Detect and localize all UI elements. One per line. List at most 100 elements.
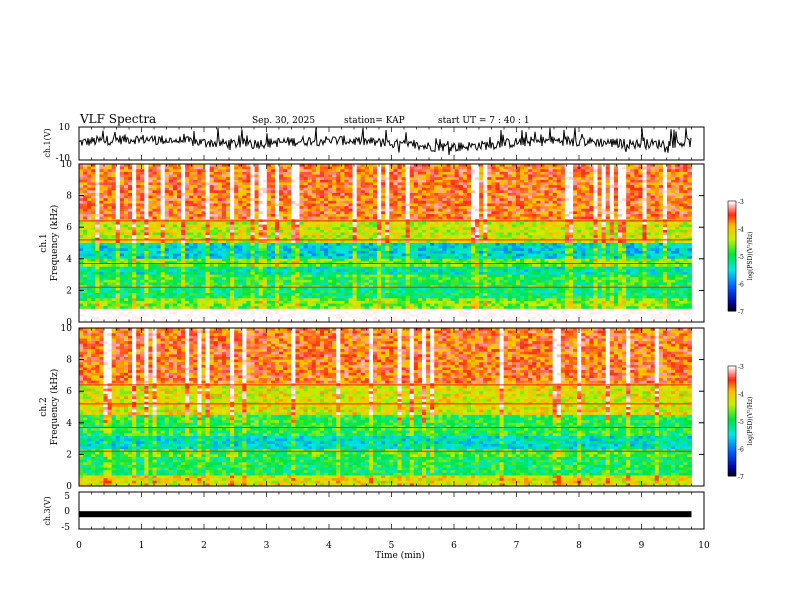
spectrogram-cell: [258, 300, 264, 304]
spectrogram-cell: [132, 258, 137, 262]
spectrogram-cell: [197, 274, 202, 278]
spectrogram-cell: [328, 243, 333, 247]
spectrogram-cell: [377, 266, 382, 270]
spectrogram-cell: [266, 314, 272, 318]
spectrogram-cell: [205, 271, 211, 275]
spectrogram-cell: [328, 166, 333, 170]
spectrogram-cell: [336, 235, 341, 239]
spectrogram-cell: [160, 211, 166, 215]
spectrogram-cell: [389, 298, 394, 302]
spectrogram-cell: [328, 216, 333, 220]
spectrogram-cell: [262, 182, 268, 186]
spectrogram-cell: [238, 164, 243, 168]
spectrogram-cell: [168, 174, 174, 178]
spectrogram-cell: [389, 269, 394, 273]
spectrogram-cell: [221, 319, 227, 323]
spectrogram-cell: [254, 314, 260, 318]
spectrogram-cell: [209, 269, 215, 273]
spectrogram-cell: [209, 216, 215, 220]
spectrogram-cell: [336, 221, 341, 225]
spectrogram-cell: [413, 245, 419, 249]
spectrogram-cell: [295, 211, 300, 215]
spectrogram-cell: [405, 319, 411, 323]
spectrogram-cell: [401, 179, 407, 183]
spectrogram-cell: [83, 216, 88, 220]
spectrogram-cell: [258, 203, 264, 207]
spectrogram-cell: [344, 240, 349, 244]
spectrogram-cell: [397, 285, 402, 289]
spectrogram-cell: [123, 232, 129, 236]
spectrogram-cell: [352, 192, 358, 196]
spectrogram-cell: [409, 258, 415, 262]
spectrogram-cell: [230, 306, 235, 310]
spectrogram-cell: [364, 293, 370, 297]
spectrogram-cell: [164, 303, 170, 307]
spectrogram-cell: [340, 164, 345, 168]
spectrogram-cell: [405, 214, 411, 218]
spectrogram-cell: [336, 177, 341, 181]
spectrogram-cell: [230, 190, 235, 194]
spectrogram-cell: [87, 295, 92, 299]
spectrogram-cell: [132, 227, 137, 231]
spectrogram-cell: [397, 221, 402, 225]
spectrogram-cell: [160, 311, 166, 315]
spectrogram-cell: [197, 232, 202, 236]
spectrogram-cell: [364, 221, 370, 225]
spectrogram-cell: [128, 298, 133, 302]
spectrogram-cell: [164, 171, 170, 175]
spectrogram-cell: [91, 295, 96, 299]
spectrogram-cell: [201, 214, 206, 218]
spectrogram-cell: [397, 179, 402, 183]
spectrogram-cell: [234, 177, 239, 181]
spectrogram-cell: [413, 314, 419, 318]
spectrogram-cell: [254, 250, 260, 254]
spectrogram-cell: [385, 235, 390, 239]
spectrogram-cell: [136, 285, 141, 289]
spectrogram-cell: [303, 227, 309, 231]
spectrogram-cell: [132, 279, 137, 283]
spectrogram-cell: [156, 264, 162, 268]
spectrogram-cell: [168, 177, 174, 181]
spectrogram-cell: [136, 248, 141, 252]
spectrogram-cell: [221, 195, 227, 199]
spectrogram-cell: [356, 235, 362, 239]
spectrogram-cell: [115, 308, 121, 312]
spectrogram-cell: [332, 261, 337, 265]
spectrogram-cell: [164, 319, 170, 323]
spectrogram-cell: [315, 303, 321, 307]
spectrogram-cell: [397, 266, 402, 270]
spectrogram-cell: [238, 256, 243, 260]
spectrogram-cell: [315, 177, 321, 181]
spectrogram-cell: [307, 211, 313, 215]
spectrogram-cell: [368, 300, 374, 304]
spectrogram-cell: [197, 316, 202, 320]
spectrogram-cell: [373, 253, 378, 257]
spectrogram-cell: [238, 316, 243, 320]
spectrogram-cell: [405, 185, 411, 189]
spectrogram-cell: [348, 245, 353, 249]
spectrogram-cell: [344, 293, 349, 297]
spectrogram-cell: [226, 308, 231, 312]
spectrogram-cell: [107, 195, 113, 199]
spectrogram-cell: [107, 177, 113, 181]
spectrogram-cell: [287, 248, 292, 252]
spectrogram-cell: [356, 314, 362, 318]
spectrogram-cell: [283, 298, 288, 302]
spectrogram-cell: [160, 243, 166, 247]
spectrogram-cell: [348, 227, 353, 231]
spectrogram-cell: [319, 192, 325, 196]
spectrogram-cell: [291, 274, 296, 278]
spectrogram-cell: [221, 200, 227, 204]
spectrogram-cell: [254, 261, 260, 265]
spectrogram-cell: [311, 221, 317, 225]
spectrogram-cell: [148, 195, 153, 199]
spectrogram-cell: [266, 208, 272, 212]
spectrogram-cell: [381, 185, 386, 189]
spectrogram-cell: [246, 290, 251, 294]
spectrogram-cell: [119, 179, 125, 183]
spectrogram-cell: [250, 187, 255, 191]
spectrogram-cell: [295, 164, 300, 168]
spectrogram-cell: [246, 300, 251, 304]
spectrogram-cell: [405, 190, 411, 194]
spectrogram-cell: [91, 287, 96, 291]
